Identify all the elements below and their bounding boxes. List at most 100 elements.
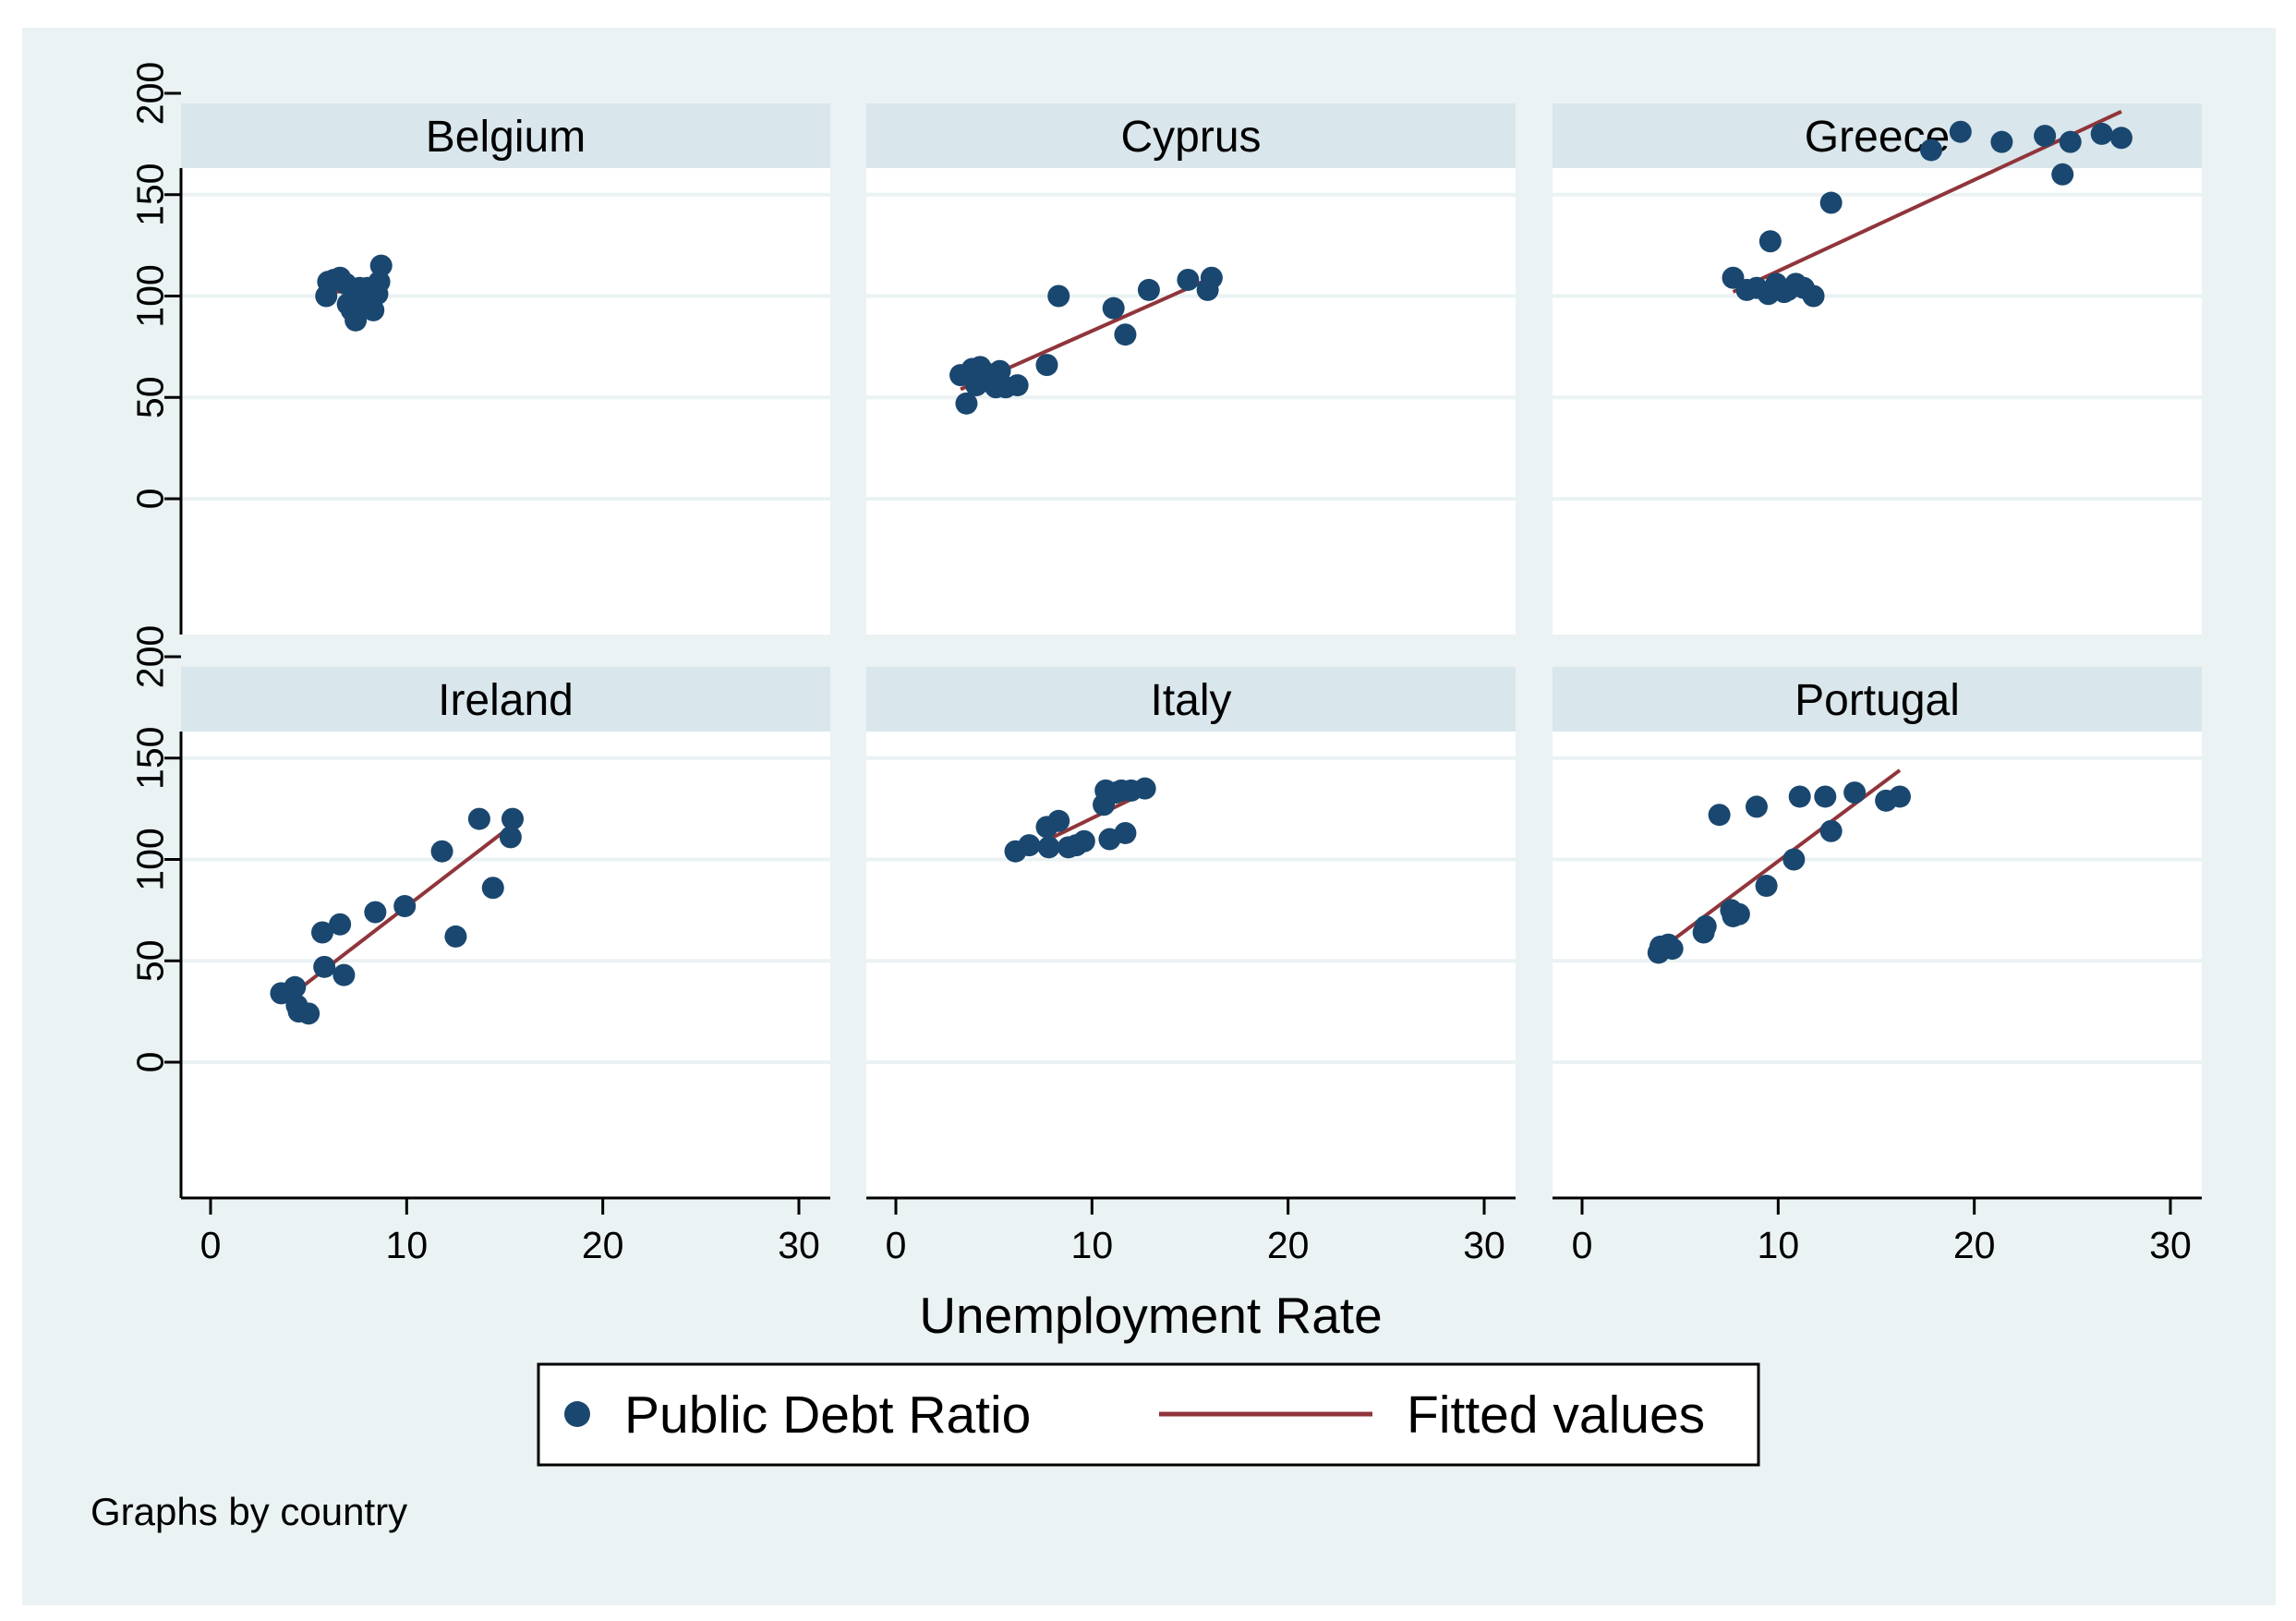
point-ireland-12 [444, 925, 467, 948]
point-greece-10 [1802, 284, 1825, 308]
point-portugal-5 [1694, 914, 1717, 938]
strip-title-cyprus: Cyprus [1120, 113, 1261, 162]
x-tick-label-portugal-20: 20 [1953, 1224, 1996, 1266]
panel-ireland: Ireland [181, 655, 830, 1198]
y-axis-row-0: 0 50 100 150 200 [128, 62, 183, 635]
y-tick-label-row-1-50: 50 [128, 939, 171, 982]
panel-italy: Italy [866, 655, 1516, 1198]
plot-area-italy [866, 732, 1516, 1198]
point-cyprus-16 [1177, 268, 1200, 291]
strip-title-italy: Italy [1150, 676, 1231, 725]
point-greece-11 [1819, 191, 1843, 214]
point-belgium-14 [368, 271, 391, 294]
x-tick-label-portugal-30: 30 [2149, 1224, 2192, 1266]
strip-ireland [181, 667, 830, 732]
point-portugal-10 [1745, 795, 1768, 818]
point-ireland-6 [313, 955, 336, 978]
x-axis-title: Unemployment Rate [919, 1287, 1382, 1344]
x-tick-label-italy-20: 20 [1267, 1224, 1310, 1266]
point-cyprus-12 [1047, 284, 1070, 308]
point-ireland-7 [329, 913, 352, 936]
point-italy-7 [1072, 829, 1095, 853]
x-tick-label-ireland-30: 30 [778, 1224, 820, 1266]
y-tick-label-row-0-100: 100 [128, 264, 171, 327]
strip-title-belgium: Belgium [426, 113, 586, 162]
panel-portugal: Portugal [1553, 655, 2202, 1198]
strip-cyprus [866, 103, 1516, 168]
x-tick-label-italy-10: 10 [1071, 1224, 1114, 1266]
point-greece-19 [2109, 127, 2133, 150]
x-tick-label-italy-30: 30 [1463, 1224, 1505, 1266]
legend-label-public-debt-ratio: Public Debt Ratio [624, 1385, 1031, 1445]
plot-area-portugal [1553, 732, 2202, 1198]
x-tick-label-ireland-20: 20 [582, 1224, 624, 1266]
point-portugal-16 [1843, 781, 1867, 804]
plot-area-ireland [181, 732, 830, 1198]
y-tick-label-row-1-0: 0 [128, 1052, 171, 1073]
strip-italy [866, 667, 1516, 732]
point-portugal-3 [1661, 938, 1684, 961]
point-portugal-12 [1782, 848, 1806, 871]
y-tick-label-row-1-200: 200 [128, 625, 171, 688]
point-cyprus-1 [955, 392, 978, 415]
legend-marker-public-debt-ratio [564, 1401, 590, 1427]
point-portugal-11 [1755, 875, 1778, 898]
panels: Belgium Cyprus Greece Ireland Italy Portugal [181, 91, 2202, 1198]
legend-box [537, 1362, 1760, 1467]
point-ireland-13 [467, 807, 490, 830]
panel-cyprus: Cyprus [866, 91, 1516, 635]
plot-area-greece [1553, 168, 2202, 635]
point-italy-13 [1114, 821, 1137, 844]
x-tick-label-ireland-10: 10 [386, 1224, 429, 1266]
point-ireland-1 [284, 975, 307, 998]
legend: Public Debt Ratio Fitted values [537, 1362, 1760, 1467]
point-portugal-15 [1819, 819, 1843, 842]
y-tick-label-row-0-200: 200 [128, 62, 171, 125]
point-cyprus-18 [1200, 266, 1223, 289]
x-axis-portugal: 0 10 20 30 [1553, 1196, 2202, 1266]
x-tick-label-portugal-0: 0 [1572, 1224, 1593, 1266]
y-tick-label-row-0-0: 0 [128, 489, 171, 510]
point-greece-13 [1949, 120, 1972, 143]
y-tick-label-row-0-150: 150 [128, 163, 171, 226]
point-portugal-18 [1888, 785, 1911, 808]
y-axis-row-1: 0 50 100 150 200 [128, 625, 183, 1198]
plot-area-belgium [181, 168, 830, 635]
graph-note: Graphs by country [91, 1490, 407, 1533]
point-ireland-10 [393, 894, 417, 917]
point-greece-4 [1758, 230, 1782, 253]
point-belgium-15 [369, 254, 393, 277]
panel-belgium: Belgium [181, 91, 830, 635]
point-cyprus-15 [1137, 278, 1160, 301]
x-axis-ireland: 0 10 20 30 [181, 1196, 830, 1266]
point-belgium-7 [344, 308, 368, 332]
axes: 0 50 100 150 200 0 50 100 150 200 0 10 20 30 0 10 20 30 0 1… [128, 62, 2202, 1266]
point-italy-3 [1037, 836, 1060, 859]
point-ireland-16 [501, 807, 524, 830]
point-italy-4 [1047, 809, 1070, 832]
point-ireland-5 [311, 921, 334, 944]
point-ireland-4 [297, 1002, 320, 1025]
strip-portugal [1553, 667, 2202, 732]
point-ireland-11 [430, 840, 453, 863]
fit-line-greece [1732, 109, 2122, 294]
x-tick-label-italy-0: 0 [886, 1224, 907, 1266]
point-italy-15 [1133, 777, 1156, 800]
point-portugal-14 [1814, 785, 1837, 808]
y-tick-label-row-1-150: 150 [128, 727, 171, 790]
legend-label-fitted-values: Fitted values [1407, 1385, 1705, 1445]
point-cyprus-10 [1006, 374, 1029, 397]
x-axis-italy: 0 10 20 30 [866, 1196, 1516, 1266]
strip-title-portugal: Portugal [1795, 676, 1960, 725]
x-tick-label-portugal-10: 10 [1758, 1224, 1800, 1266]
point-portugal-6 [1708, 804, 1731, 827]
point-portugal-13 [1788, 785, 1811, 808]
y-tick-label-row-0-50: 50 [128, 376, 171, 418]
point-cyprus-14 [1114, 323, 1137, 346]
panel-greece: Greece [1553, 91, 2202, 635]
point-greece-14 [1990, 130, 2013, 153]
point-portugal-9 [1727, 902, 1750, 925]
point-greece-12 [1919, 139, 1942, 162]
point-ireland-14 [481, 877, 504, 900]
